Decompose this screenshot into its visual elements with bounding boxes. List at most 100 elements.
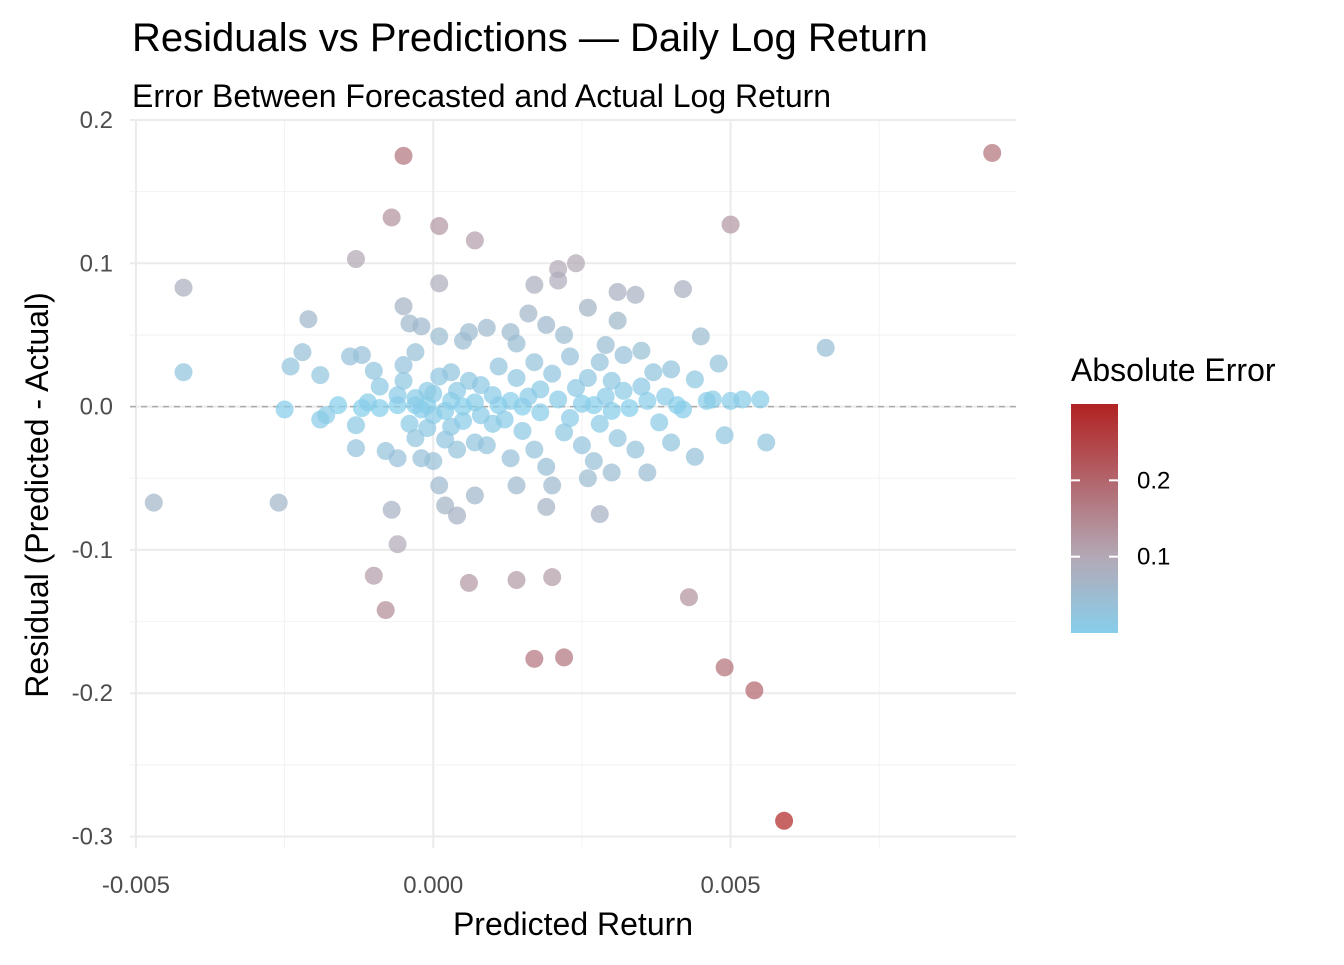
chart-subtitle: Error Between Forecasted and Actual Log … [132, 78, 831, 114]
data-point [578, 368, 597, 387]
data-point [483, 414, 502, 433]
data-point [566, 378, 585, 397]
data-point [311, 410, 330, 429]
data-point [543, 364, 562, 383]
data-point [578, 469, 597, 488]
y-tick-label: -0.3 [72, 824, 113, 851]
data-point [507, 368, 526, 387]
data-point [489, 357, 508, 376]
data-point [299, 310, 318, 329]
data-point [424, 452, 443, 471]
data-point [459, 573, 478, 592]
data-point [662, 433, 681, 452]
data-point [608, 282, 627, 301]
legend-tick-label: 0.1 [1137, 544, 1170, 571]
data-point [394, 356, 413, 375]
data-point [638, 463, 657, 482]
data-point [531, 403, 550, 422]
data-point [584, 452, 603, 471]
data-point [596, 387, 615, 406]
y-tick-label: -0.1 [72, 537, 113, 564]
data-point [685, 370, 704, 389]
data-point [555, 423, 574, 442]
data-point [418, 419, 437, 438]
legend-title: Absolute Error [1071, 352, 1276, 388]
data-point [674, 400, 693, 419]
data-point [537, 315, 556, 334]
data-point [346, 439, 365, 458]
data-points [144, 143, 1002, 830]
data-point [281, 357, 300, 376]
data-point [715, 426, 734, 445]
data-point [614, 381, 633, 400]
data-point [543, 476, 562, 495]
data-point [382, 500, 401, 519]
legend-tick-label: 0.2 [1137, 467, 1170, 494]
data-point [555, 325, 574, 344]
legend-ticks: 0.1 0.2 [1071, 467, 1170, 571]
data-point [394, 297, 413, 316]
data-point [346, 416, 365, 435]
x-tick-label: 0.005 [701, 872, 761, 899]
data-point [465, 486, 484, 505]
data-point [174, 278, 193, 297]
data-point [656, 387, 675, 406]
y-tick-label: 0.1 [80, 250, 113, 277]
data-point [590, 505, 609, 524]
data-point [674, 280, 693, 299]
data-point [406, 343, 425, 362]
data-point [501, 449, 520, 468]
data-point [364, 361, 383, 380]
chart-title: Residuals vs Predictions — Daily Log Ret… [132, 16, 928, 60]
data-point [311, 366, 330, 385]
data-point [602, 401, 621, 420]
data-point [436, 496, 455, 515]
x-tick-label: 0.000 [403, 872, 463, 899]
x-axis-title: Predicted Return [453, 906, 693, 942]
data-point [561, 409, 580, 428]
data-point [448, 506, 467, 525]
data-point [531, 380, 550, 399]
data-point [983, 143, 1002, 162]
data-point [614, 346, 633, 365]
data-point [406, 429, 425, 448]
data-point [602, 463, 621, 482]
data-point [685, 447, 704, 466]
data-point [662, 360, 681, 379]
data-point [418, 381, 437, 400]
legend: Absolute Error 0.1 0.2 [1071, 352, 1276, 633]
data-point [329, 396, 348, 415]
data-point [596, 335, 615, 354]
data-point [626, 440, 645, 459]
data-point [537, 497, 556, 516]
data-point [394, 146, 413, 165]
data-point [275, 400, 294, 419]
data-point [370, 377, 389, 396]
data-point [608, 311, 627, 330]
data-point [691, 327, 710, 346]
data-point [602, 371, 621, 390]
data-point [519, 304, 538, 323]
data-point [448, 381, 467, 400]
data-point [376, 601, 395, 620]
data-point [525, 440, 544, 459]
data-point [650, 413, 669, 432]
data-point [501, 391, 520, 410]
data-point [566, 254, 585, 273]
data-point [733, 390, 752, 409]
data-point [555, 648, 574, 667]
data-point [507, 571, 526, 590]
data-point [549, 390, 568, 409]
data-point [775, 811, 794, 830]
data-point [442, 363, 461, 382]
data-point [572, 436, 591, 455]
data-point [430, 217, 449, 236]
data-point [751, 390, 770, 409]
data-point [572, 394, 591, 413]
data-point [483, 386, 502, 405]
data-point [501, 323, 520, 342]
data-point [465, 231, 484, 250]
data-point [525, 649, 544, 668]
data-point [543, 568, 562, 587]
